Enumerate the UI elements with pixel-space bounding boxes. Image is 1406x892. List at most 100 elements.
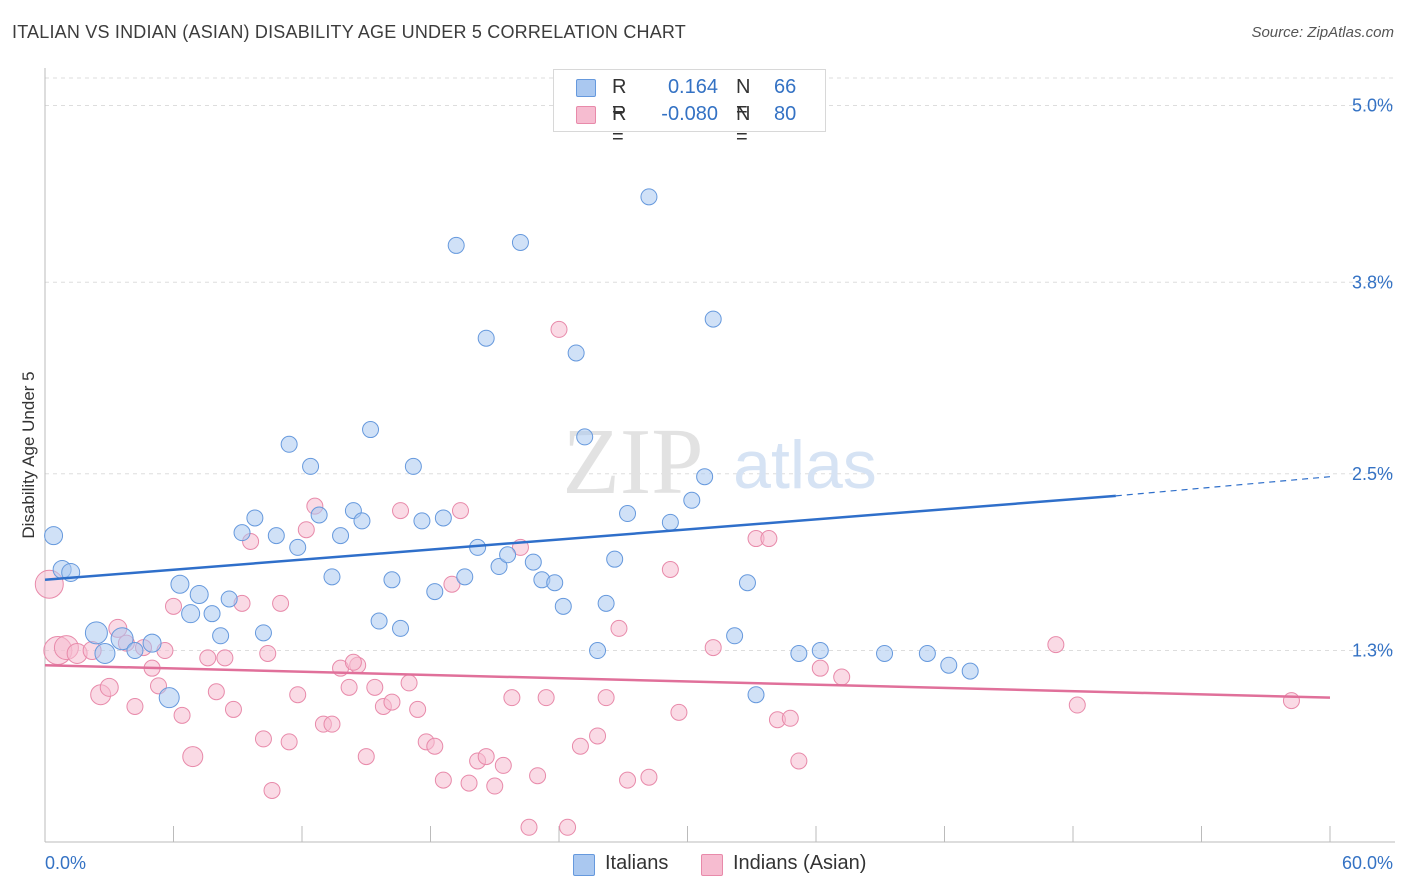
indians-point — [173, 706, 191, 724]
y-tick-label-1: 2.5% — [1352, 464, 1393, 484]
italians-point — [189, 585, 209, 605]
italians-point — [511, 233, 529, 251]
italians-point — [576, 428, 594, 446]
legend-n-label: N = — [736, 103, 751, 148]
legend-r-value-italians: 0.164 — [667, 76, 718, 98]
chart-title: ITALIAN VS INDIAN (ASIAN) DISABILITY AGE… — [12, 22, 687, 42]
italians-point — [220, 590, 238, 608]
italians-point — [246, 509, 264, 527]
correlation-legend: R = 0.164 N = 66 R = -0.080 N = 80 — [553, 69, 826, 148]
italians-points — [44, 188, 979, 709]
italians-point — [142, 633, 162, 653]
indians-legend-swatch — [701, 854, 723, 876]
y-axis-label: Disability Age Under 5 — [19, 371, 38, 538]
italians-point — [477, 329, 495, 347]
italians-point — [110, 627, 134, 651]
italians-point — [499, 546, 517, 564]
indians-point — [529, 767, 547, 785]
italians-point — [747, 686, 765, 704]
italians-point — [404, 457, 422, 475]
indians-point — [366, 678, 384, 696]
indians-point — [263, 781, 281, 799]
indians-point — [661, 560, 679, 578]
indians-point — [520, 818, 538, 836]
italians-legend-swatch — [573, 854, 595, 876]
italians-trend-extension — [1115, 476, 1331, 497]
legend-r-value-indians: -0.080 — [661, 103, 718, 125]
indians-point — [833, 668, 851, 686]
italians-point — [289, 538, 307, 556]
italians-point — [310, 506, 328, 524]
indians-point — [1282, 692, 1300, 710]
italians-point — [280, 435, 298, 453]
italians-point — [961, 662, 979, 680]
indians-point — [409, 700, 427, 718]
indians-point — [443, 575, 461, 593]
indians-point — [486, 777, 504, 795]
italians-point — [203, 605, 221, 623]
italians-point — [383, 571, 401, 589]
indians-point — [344, 653, 362, 671]
indians-point — [259, 644, 277, 662]
indians-point — [199, 649, 217, 667]
y-tick-label-3: 5.0% — [1352, 96, 1393, 116]
italians-point — [434, 509, 452, 527]
italians-point — [456, 568, 474, 586]
indians-point — [289, 686, 307, 704]
italians-point — [447, 236, 465, 254]
indians-point — [597, 689, 615, 707]
italians-point — [94, 642, 116, 664]
italians-point — [918, 644, 936, 662]
axes — [44, 68, 1395, 843]
italians-point — [524, 553, 542, 571]
italians-point — [332, 527, 350, 545]
italians-point — [790, 644, 808, 662]
indians-point — [451, 502, 469, 520]
italians-point — [811, 642, 829, 660]
indians-point — [550, 320, 568, 338]
italians-point — [212, 627, 230, 645]
italians-point — [323, 568, 341, 586]
italians-point — [640, 188, 658, 206]
italians-point — [597, 594, 615, 612]
italians-point — [567, 344, 585, 362]
indians-swatch — [576, 106, 596, 124]
legend-r-label: R = — [612, 76, 627, 121]
italians-point — [546, 574, 564, 592]
italians-point — [362, 421, 380, 439]
indians-point — [340, 678, 358, 696]
indians-point — [811, 659, 829, 677]
indians-point — [1047, 636, 1065, 654]
indians-point — [426, 737, 444, 755]
italians-point — [181, 604, 201, 624]
indians-point — [503, 689, 521, 707]
italians-point — [940, 656, 958, 674]
italians-point — [233, 524, 251, 542]
y-tick-label-2: 3.8% — [1352, 272, 1393, 292]
indians-point — [323, 715, 341, 733]
x-tick-label-1: 60.0% — [1342, 853, 1393, 873]
italians-point — [302, 457, 320, 475]
indians-point — [165, 597, 182, 615]
indians-point — [537, 689, 555, 707]
italians-point — [726, 627, 744, 645]
indians-point — [400, 674, 418, 692]
italians-point — [158, 687, 180, 709]
italians-point — [44, 526, 64, 546]
indians-point — [494, 756, 512, 774]
italians-point — [267, 527, 285, 545]
italians-point — [704, 310, 722, 328]
trend-lines — [44, 476, 1331, 699]
italians-point — [606, 550, 624, 568]
indians-legend-label: Indians (Asian) — [733, 852, 867, 874]
indians-point — [640, 768, 658, 786]
x-tick-label-0: 0.0% — [45, 853, 86, 873]
indians-point — [790, 752, 808, 770]
indians-point — [434, 771, 452, 789]
indians-point — [559, 818, 577, 836]
watermark-atlas: atlas — [733, 427, 877, 503]
legend-r-label: R = — [612, 103, 627, 148]
italians-point — [392, 619, 410, 637]
italians-point — [170, 574, 190, 594]
